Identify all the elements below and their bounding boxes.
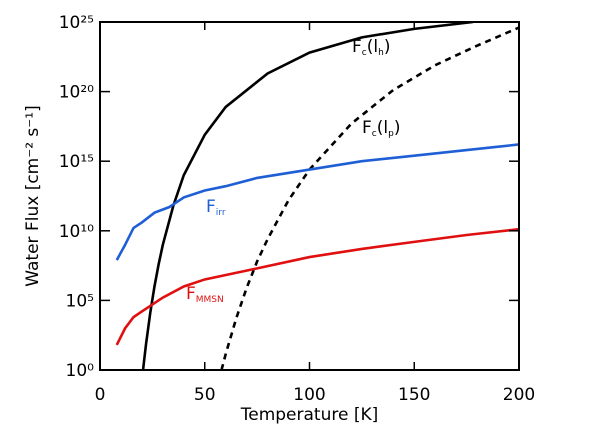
x-tick-label: 200: [503, 385, 535, 405]
x-tick-label: 100: [293, 385, 325, 405]
series-label-part: F: [186, 284, 196, 304]
series-label-part: ): [384, 37, 391, 57]
axes-frame: [99, 21, 520, 371]
series-label-part: h: [378, 48, 384, 58]
series-label-part: F: [206, 197, 216, 217]
plot-area: [115, 22, 519, 370]
x-tick-label: 50: [194, 385, 216, 405]
series-label: Fc(lh): [352, 37, 390, 58]
series-label-part: (l: [377, 118, 388, 138]
series-line: [115, 227, 519, 346]
y-tick-label: 10²⁵: [59, 13, 94, 33]
y-tick-label: 10⁰: [66, 361, 95, 381]
y-tick-label: 10¹⁰: [59, 222, 94, 242]
series-label: Fc(lp): [362, 118, 400, 139]
x-axis-label: Temperature [K]: [240, 405, 379, 425]
y-tick-label: 10¹⁵: [59, 152, 94, 172]
y-tick-label: 10⁵: [66, 291, 94, 311]
series-label-part: MMSN: [196, 295, 224, 305]
series-label-part: F: [352, 37, 362, 57]
series-label: Firr: [206, 197, 226, 218]
x-tick-label: 0: [95, 385, 106, 405]
series-label-part: c: [372, 129, 377, 139]
series-label-part: ): [394, 118, 401, 138]
y-tick-label: 10²⁰: [59, 83, 94, 103]
series-label-part: F: [362, 118, 372, 138]
series-label-part: (l: [367, 37, 378, 57]
series-label: FMMSN: [186, 284, 224, 305]
series-line: [115, 143, 519, 261]
series-label-part: c: [362, 48, 367, 58]
series-line: [220, 26, 519, 370]
series-line: [141, 22, 474, 370]
series-label-part: p: [388, 129, 394, 139]
y-axis-label: Water Flux [cm⁻² s⁻¹]: [23, 105, 43, 286]
x-tick-label: 150: [398, 385, 430, 405]
series-label-part: irr: [216, 208, 226, 218]
